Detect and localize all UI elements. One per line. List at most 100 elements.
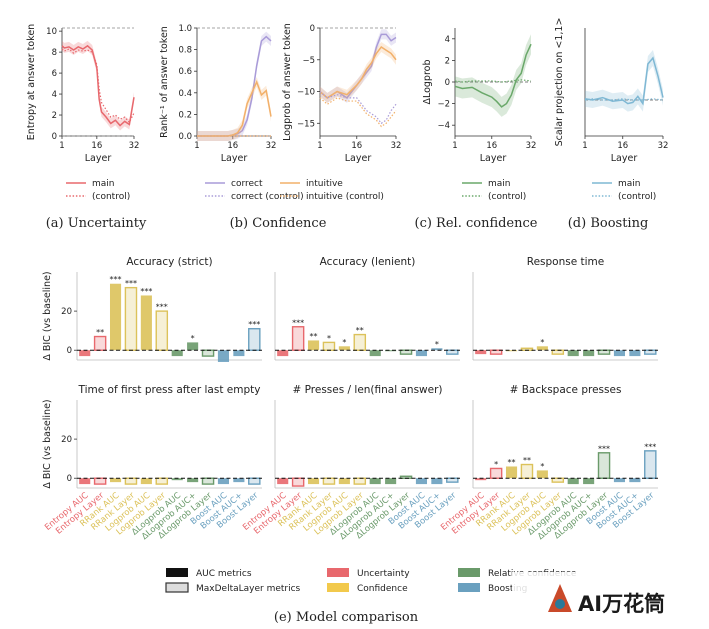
y-tick-label: 1.0: [178, 24, 192, 34]
y-tick-label: 0: [67, 346, 72, 356]
bar: [140, 295, 152, 351]
legend-label: Boosting: [488, 584, 527, 594]
confidence-band: [197, 31, 271, 141]
x-tick-label: 16: [91, 141, 102, 151]
x-tick-label: 16: [617, 141, 628, 151]
x-tick-label: 1: [452, 141, 457, 151]
bar: [93, 477, 107, 485]
x-tick-label: 32: [129, 141, 140, 151]
legend-swatch: [327, 568, 349, 577]
line-panel-2: 1 16 32 Layer: [317, 27, 401, 164]
significance-marker: **: [523, 456, 531, 465]
bar: [536, 470, 548, 479]
bar-panel-4: # Presses / len(final answer)Entropy AUC…: [241, 384, 460, 542]
x-axis-label: Layer: [611, 153, 638, 164]
series-line: [319, 46, 397, 99]
x-axis-label: Layer: [345, 153, 372, 164]
bar: [93, 335, 107, 351]
bar: [475, 350, 487, 355]
series-line: [197, 80, 272, 137]
bar: [277, 350, 289, 357]
y-tick-label: 0: [52, 132, 57, 142]
series-line: [319, 91, 397, 125]
bar-panel-3: Time of first press after last empty 0 20 Δ…: [42, 384, 262, 542]
significance-marker: **: [310, 332, 318, 341]
bar: [291, 326, 305, 351]
watermark-logo-dot: [555, 599, 565, 609]
bar: [415, 478, 428, 485]
bar: [171, 350, 183, 357]
bar: [475, 478, 487, 481]
y-axis-label: Rank⁻¹ of answer token: [159, 26, 170, 138]
watermark-text: AI万花筒: [578, 592, 665, 616]
bar: [551, 477, 565, 483]
panel-caption: (a) Uncertainty: [46, 216, 147, 231]
x-tick-label: 1: [194, 141, 199, 151]
bar: [551, 349, 565, 355]
significance-marker: *: [540, 462, 544, 471]
bar-panel-0: Accuracy (strict)***** *************020Δ …: [42, 256, 262, 362]
y-tick-label: 0.0: [178, 132, 192, 142]
legend-label: (control): [92, 192, 130, 202]
y-tick-label: 0.6: [178, 67, 192, 77]
legend-swatch: [458, 583, 480, 592]
significance-marker: **: [356, 326, 364, 335]
significance-marker: *: [191, 334, 195, 343]
legend-label: intuitive: [306, 179, 343, 189]
bar-panel-2: Response time *: [472, 256, 658, 361]
bar: [201, 349, 215, 357]
bar: [291, 477, 305, 487]
bar: [140, 478, 152, 485]
bar: [446, 349, 459, 355]
bar: [248, 477, 261, 485]
x-tick-label: 32: [526, 141, 537, 151]
y-tick-label: 2: [445, 56, 450, 66]
y-tick-label: 2: [52, 111, 57, 121]
significance-marker: *: [342, 338, 346, 347]
bar: [644, 450, 657, 479]
line-panel-3: 1 16 32 Layer: [452, 28, 536, 164]
bar-panel-title: Response time: [527, 256, 605, 268]
y-tick-label: 0.8: [178, 46, 192, 56]
bar: [307, 340, 320, 351]
bar: [109, 478, 122, 483]
series-line: [584, 98, 664, 101]
bar: [171, 478, 183, 481]
legend-label: main: [488, 179, 511, 189]
bar: [187, 342, 199, 351]
bar: [322, 341, 336, 351]
x-tick-label: 16: [227, 141, 238, 151]
bar: [431, 478, 443, 485]
bar: [431, 348, 443, 351]
confidence-band: [197, 77, 271, 141]
bar: [233, 350, 245, 357]
significance-marker: ***: [156, 303, 168, 312]
line-panel-4: 1 16 32 Layer: [582, 28, 668, 164]
y-axis-label: Scalar projection on <1,1>: [554, 18, 565, 147]
bar-panel-title: Accuracy (strict): [126, 256, 212, 268]
y-tick-label: −5: [302, 56, 315, 66]
confidence-band: [320, 42, 396, 103]
panel-caption: (d) Boosting: [568, 216, 649, 231]
bar: [233, 478, 245, 483]
bar-panel-title: # Presses / len(final answer): [292, 384, 442, 396]
bar: [385, 478, 397, 485]
watermark-bg: [512, 572, 709, 629]
bar: [277, 478, 289, 485]
bar: [79, 478, 91, 485]
bar: [248, 328, 261, 351]
x-tick-label: 32: [658, 141, 669, 151]
bar-panel-title: # Backspace presses: [510, 384, 622, 396]
x-tick-label: 16: [486, 141, 497, 151]
bar: [79, 350, 91, 357]
significance-marker: ***: [125, 279, 137, 288]
x-axis-label: Layer: [221, 153, 248, 164]
bar: [385, 350, 397, 352]
significance-marker: *: [327, 334, 331, 343]
significance-marker: *: [435, 340, 439, 349]
y-tick-label: 10: [46, 27, 57, 37]
bar: [613, 350, 626, 357]
bar: [307, 478, 320, 485]
significance-marker: ***: [644, 442, 656, 451]
